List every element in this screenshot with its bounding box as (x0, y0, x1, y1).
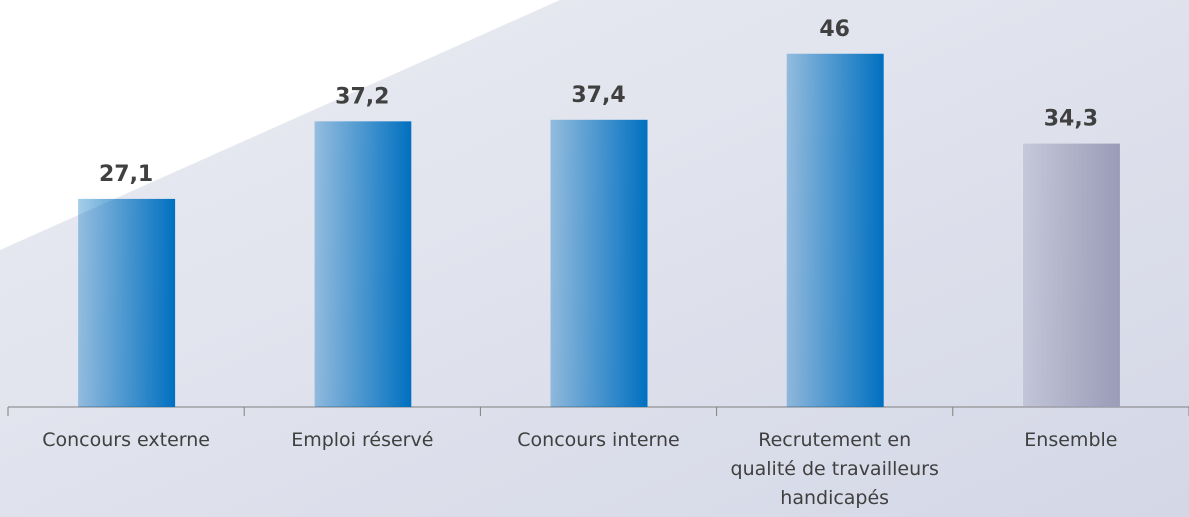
value-label: 46 (819, 17, 850, 42)
bar (787, 54, 884, 407)
chart: 27,1 37,2 37,4 46 34,3 Concours externe Emplo… (0, 0, 1189, 517)
bar (551, 120, 648, 407)
bar (314, 121, 411, 407)
x-tick-label: Concours externe (16, 426, 236, 455)
value-label: 37,2 (335, 84, 389, 109)
x-tick-label: Ensemble (961, 426, 1181, 455)
x-tick-label: Recrutement en qualité de travailleurs h… (725, 426, 945, 513)
x-tick-label: Concours interne (489, 426, 709, 455)
value-label: 34,3 (1044, 107, 1098, 132)
bar (78, 199, 175, 407)
value-label: 27,1 (99, 162, 153, 187)
x-tick-label: Emploi réservé (252, 426, 472, 455)
bar (1023, 144, 1120, 407)
value-label: 37,4 (571, 83, 625, 108)
